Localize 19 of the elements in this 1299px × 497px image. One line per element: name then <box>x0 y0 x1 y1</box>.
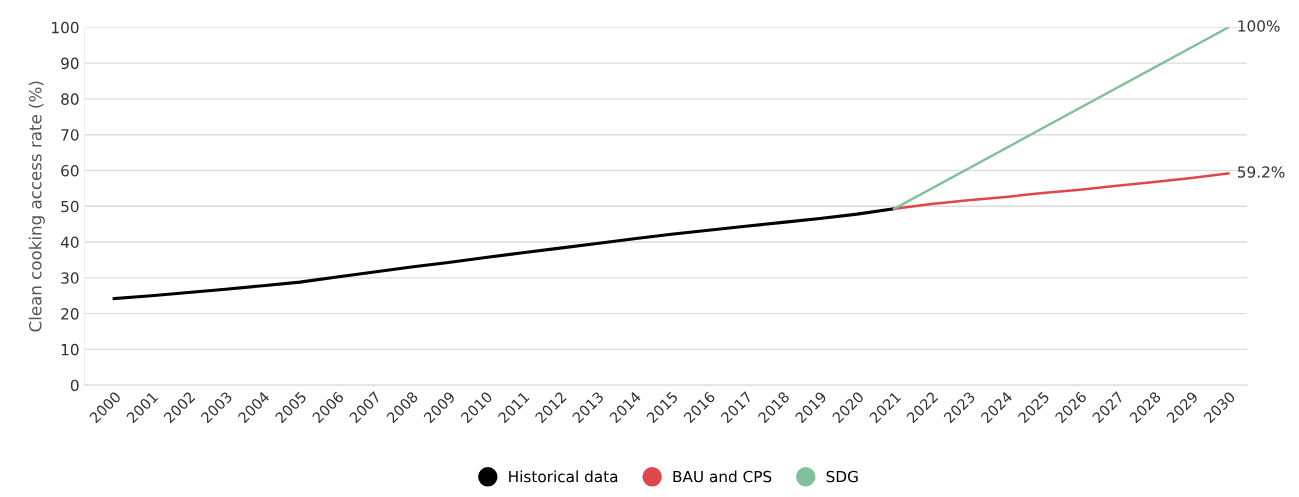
y-tick-label: 90 <box>61 57 79 70</box>
y-tick-label: 100 <box>52 21 79 34</box>
y-tick-label: 70 <box>61 129 79 141</box>
y-tick-label: 60 <box>61 164 79 177</box>
y-tick-label: 0 <box>70 379 79 392</box>
data-label: 59.2% <box>1237 166 1285 178</box>
legend-label: SDG <box>826 470 858 483</box>
y-tick-label: 40 <box>60 236 79 249</box>
legend-label: BAU and CPS <box>673 470 772 483</box>
y-tick-label: 20 <box>61 308 79 320</box>
line-series <box>112 207 896 301</box>
y-axis-title: Clean cooking access rate (%) <box>28 81 45 332</box>
y-tick-label: 80 <box>61 93 79 105</box>
y-tick-label: 50 <box>61 200 79 213</box>
y-tick-label: 30 <box>61 272 79 284</box>
line-series <box>892 172 1230 211</box>
legend-label: Historical data <box>509 470 618 483</box>
data-label: 100% <box>1238 20 1280 32</box>
y-tick-label: 10 <box>61 343 79 356</box>
